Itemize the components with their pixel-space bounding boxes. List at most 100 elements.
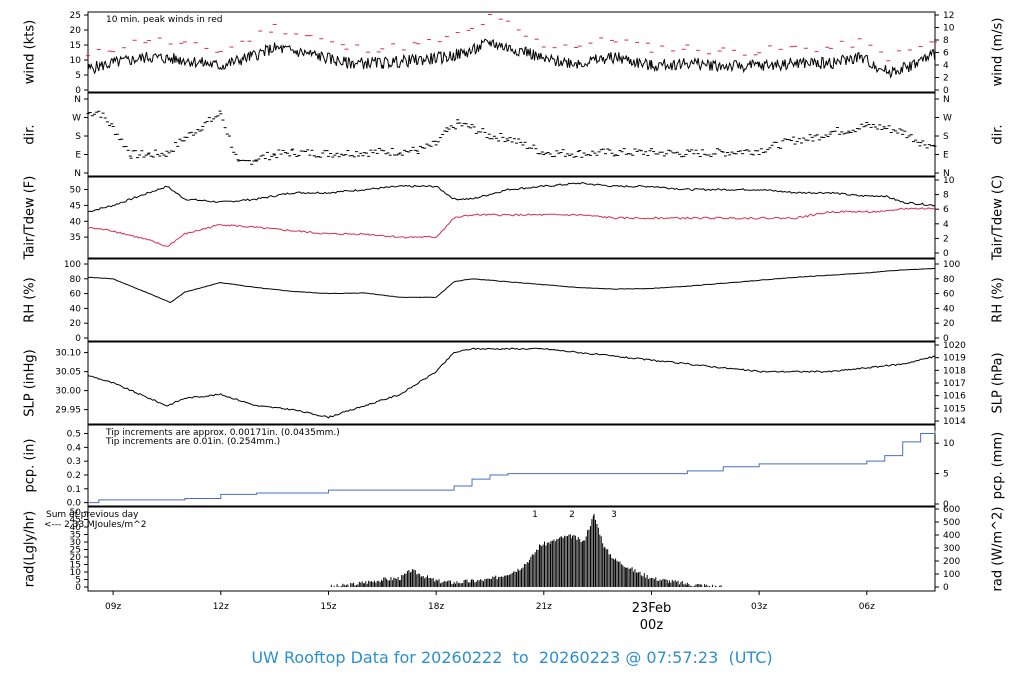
ytick-label-slp: 29.95 (55, 406, 81, 416)
ytick-right-label-wind: 4 (943, 61, 949, 71)
ytick-label-dir: N (74, 169, 81, 179)
panel-frame-pcp (87, 424, 936, 507)
ytick-label-rh: 20 (70, 319, 82, 329)
ytick-label-rad: 10 (70, 568, 82, 578)
ytick-label-slp: 30.10 (55, 349, 81, 359)
ytick-right-label-slp: 1017 (943, 379, 966, 389)
ytick-label-wind: 25 (70, 11, 81, 21)
ytick-label-rad: 30 (70, 538, 82, 548)
ytick-label-rad: 5 (75, 576, 81, 586)
rad-marker: 3 (611, 510, 617, 520)
ytick-right-label-dir: S (943, 132, 949, 142)
ytick-right-label-dir: E (943, 151, 949, 161)
ytick-label-rad: 20 (70, 553, 82, 563)
ytick-right-label-rh: 20 (943, 319, 955, 329)
xtick-label: 18z (428, 602, 444, 612)
rad-annotation: Sum of previous day (46, 510, 139, 520)
ytick-right-label-dir: W (943, 114, 952, 124)
pcp-annotation: Tip increments are approx. 0.00171in. (0… (105, 428, 340, 438)
ytick-right-label-temp: 0 (943, 249, 949, 259)
rad-annotation: <--- 2.33 MJoules/m^2 (44, 520, 146, 530)
ytick-label-wind: 10 (70, 56, 82, 66)
ytick-right-label-slp: 1019 (943, 354, 966, 364)
ytick-right-label-rad: 0 (943, 583, 949, 593)
ytick-label-pcp: 0.4 (67, 443, 82, 453)
ytick-label-wind: 15 (70, 41, 81, 51)
rad-marker: 1 (532, 510, 538, 520)
series-line-slp (87, 347, 936, 419)
ytick-label-rad: 40 (70, 523, 82, 533)
ytick-right-label-dir: N (943, 95, 950, 105)
ytick-right-label-rh: 60 (943, 290, 955, 300)
ytick-label-rh: 40 (70, 304, 82, 314)
ytick-label-rh: 0 (75, 334, 81, 344)
date-sub-label: 00z (640, 618, 664, 633)
ylabel-dir: dir. (23, 124, 38, 144)
ytick-right-label-rh: 0 (943, 334, 949, 344)
ylabel-right-slp: SLP (hPa) (991, 352, 1006, 413)
ytick-label-rad: 45 (70, 516, 81, 526)
panel-frame-dir (87, 92, 936, 177)
series-line-rh (87, 267, 936, 304)
ylabel-right-dir: dir. (991, 124, 1006, 144)
ytick-label-pcp: 0.1 (67, 485, 81, 495)
ytick-right-label-slp: 1014 (943, 417, 966, 427)
ytick-label-rh: 60 (70, 290, 82, 300)
xtick-label: 06z (859, 602, 875, 612)
ytick-label-wind: 20 (70, 26, 82, 36)
ytick-label-pcp: 0.3 (67, 457, 81, 467)
footer-title: UW Rooftop Data for 20260222 to 20260223… (0, 648, 1024, 667)
series-line-temp (87, 207, 935, 247)
ytick-right-label-dir: N (943, 169, 950, 179)
ylabel-temp: Tair/Tdew (F) (23, 176, 38, 261)
ytick-label-rad: 15 (70, 561, 81, 571)
ytick-right-label-slp: 1020 (943, 341, 966, 351)
ytick-right-label-rad: 200 (943, 557, 960, 567)
panel-frame-rad (87, 506, 936, 592)
panel-annotation: 10 min. peak winds in red (106, 15, 223, 25)
ytick-right-label-pcp: 5 (943, 470, 949, 480)
ytick-right-label-temp: 10 (943, 176, 955, 186)
ylabel-right-wind: wind (m/s) (991, 18, 1006, 87)
ytick-right-label-rad: 300 (943, 544, 960, 554)
ytick-right-label-wind: 2 (943, 74, 949, 84)
ytick-label-slp: 30.00 (55, 387, 81, 397)
panel-frame-temp (87, 176, 936, 259)
ytick-right-label-rh: 100 (943, 260, 960, 270)
ytick-right-label-temp: 4 (943, 220, 949, 230)
ytick-label-pcp: 0.5 (67, 430, 81, 440)
ytick-right-label-temp: 6 (943, 205, 949, 215)
xtick-label: 12z (213, 602, 229, 612)
ytick-label-temp: 35 (70, 233, 81, 243)
ylabel-rad: rad(Lgly/hr) (23, 511, 38, 587)
ytick-right-label-rh: 80 (943, 275, 955, 285)
series-line-pcp (88, 430, 936, 504)
ytick-right-label-pcp: 0 (943, 500, 949, 510)
ytick-label-dir: E (75, 151, 81, 161)
xtick-label: 15z (320, 602, 336, 612)
ylabel-right-pcp: pcp. (mm) (991, 432, 1006, 499)
ytick-right-label-wind: 10 (943, 24, 955, 34)
ylabel-pcp: pcp. (in) (23, 439, 38, 493)
ytick-right-label-slp: 1015 (943, 404, 966, 414)
ytick-label-dir: N (74, 95, 81, 105)
series-line-temp (87, 182, 936, 213)
ytick-label-wind: 5 (75, 71, 81, 81)
ylabel-rh: RH (%) (23, 277, 38, 322)
ytick-label-temp: 45 (70, 201, 81, 211)
ytick-label-slp: 30.05 (55, 368, 81, 378)
ylabel-right-rad: rad (W/m^2) (991, 507, 1006, 592)
rad-marker: 2 (569, 510, 575, 520)
ytick-right-label-wind: 0 (943, 86, 949, 96)
ytick-right-label-rad: 500 (943, 518, 960, 528)
date-label: 23Feb (632, 601, 672, 616)
ytick-right-label-slp: 1018 (943, 366, 966, 376)
pcp-annotation: Tip increments are 0.01in. (0.254mm.) (105, 437, 280, 447)
ytick-right-label-temp: 2 (943, 234, 949, 244)
ylabel-right-temp: Tair/Tdew (C) (991, 175, 1006, 261)
ytick-label-rad: 25 (70, 546, 81, 556)
ytick-label-pcp: 0.0 (67, 499, 82, 509)
panel-frame-slp (87, 341, 936, 425)
series-line-wind (87, 38, 936, 79)
ytick-right-label-slp: 1016 (943, 392, 966, 402)
